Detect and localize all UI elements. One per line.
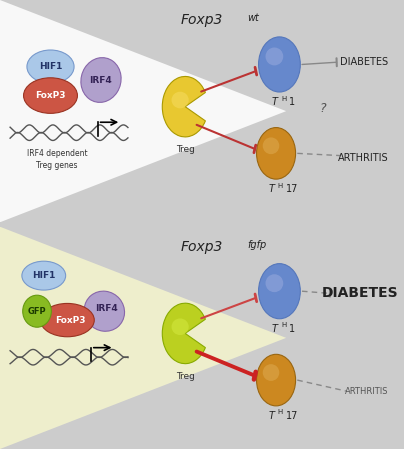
Text: HIF1: HIF1 <box>32 271 55 280</box>
Circle shape <box>259 264 300 319</box>
Ellipse shape <box>23 78 78 113</box>
Text: Treg: Treg <box>176 372 195 381</box>
Polygon shape <box>0 227 286 449</box>
Text: ARTHRITIS: ARTHRITIS <box>345 387 389 396</box>
Text: 1: 1 <box>289 97 295 107</box>
Text: H: H <box>278 409 283 415</box>
Polygon shape <box>0 0 286 222</box>
Text: T: T <box>268 185 274 194</box>
Text: fgfp: fgfp <box>247 240 267 250</box>
Ellipse shape <box>40 304 94 337</box>
Text: ARTHRITIS: ARTHRITIS <box>338 153 389 163</box>
Text: 1: 1 <box>289 324 295 334</box>
Ellipse shape <box>84 291 124 331</box>
Text: T: T <box>272 97 278 107</box>
Text: 17: 17 <box>286 185 298 194</box>
Circle shape <box>257 128 296 179</box>
Circle shape <box>257 354 296 406</box>
Text: H: H <box>281 322 286 328</box>
Ellipse shape <box>172 92 189 108</box>
Ellipse shape <box>81 57 121 102</box>
Text: IRF4: IRF4 <box>95 304 118 313</box>
Text: ?: ? <box>320 102 326 115</box>
Text: 17: 17 <box>286 411 298 421</box>
Text: HIF1: HIF1 <box>39 62 62 71</box>
Ellipse shape <box>265 48 283 66</box>
Ellipse shape <box>263 137 279 154</box>
Text: T: T <box>272 324 278 334</box>
Ellipse shape <box>265 274 283 292</box>
Text: H: H <box>278 183 283 189</box>
Text: H: H <box>281 96 286 101</box>
Text: IRF4 dependent
Treg genes: IRF4 dependent Treg genes <box>27 149 88 170</box>
Wedge shape <box>162 76 205 137</box>
Ellipse shape <box>27 50 74 84</box>
Text: T: T <box>268 411 274 421</box>
Ellipse shape <box>172 318 189 335</box>
Wedge shape <box>162 303 205 364</box>
Text: Foxp3: Foxp3 <box>181 240 223 254</box>
Circle shape <box>259 37 300 92</box>
Text: DIABETES: DIABETES <box>322 286 398 300</box>
Text: DIABETES: DIABETES <box>339 57 388 67</box>
Text: Foxp3: Foxp3 <box>181 13 223 27</box>
Text: FoxP3: FoxP3 <box>55 316 86 325</box>
Text: IRF4: IRF4 <box>90 75 112 84</box>
Text: Treg: Treg <box>176 145 195 154</box>
Ellipse shape <box>22 261 65 290</box>
Text: FoxP3: FoxP3 <box>35 91 66 100</box>
Ellipse shape <box>23 295 51 327</box>
Text: wt: wt <box>247 13 259 23</box>
Ellipse shape <box>263 364 279 381</box>
Text: GFP: GFP <box>28 307 46 316</box>
